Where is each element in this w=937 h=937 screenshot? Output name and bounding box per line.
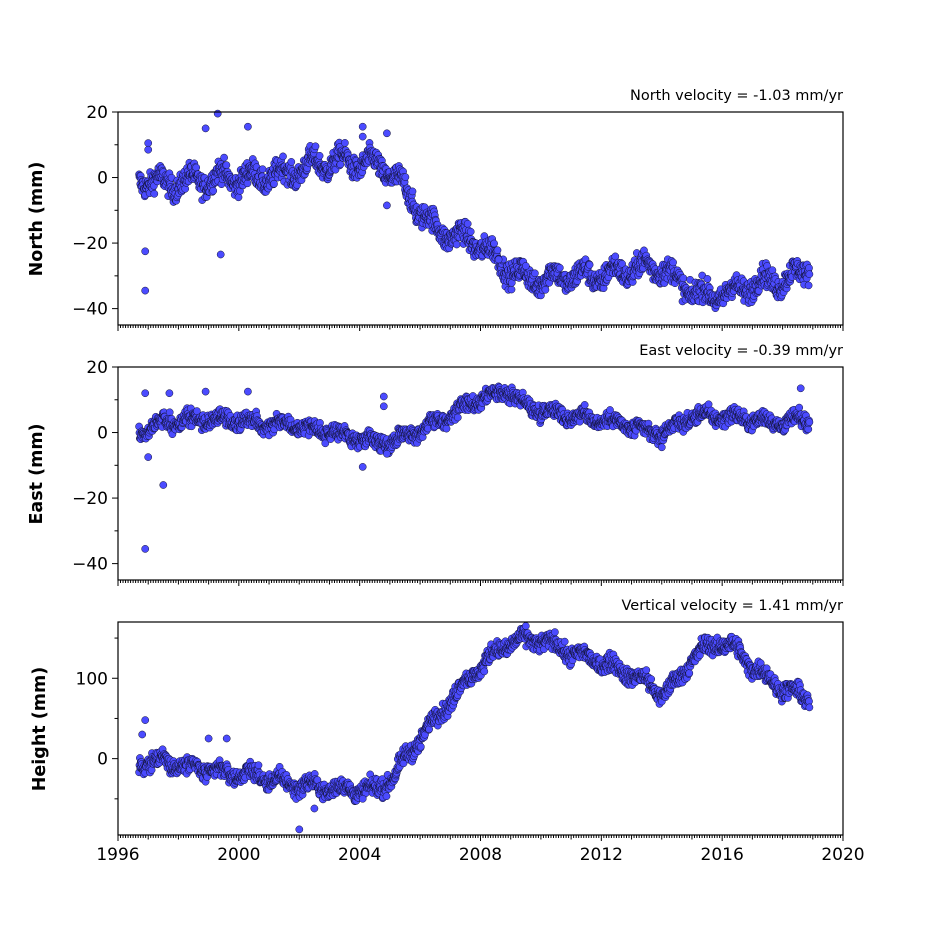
east-point-1779 bbox=[159, 481, 168, 489]
north-point-1414 bbox=[669, 258, 677, 267]
north-point-151 bbox=[192, 163, 201, 172]
north-point-1786 bbox=[383, 129, 391, 138]
east-point-1785 bbox=[379, 402, 388, 411]
north-point-1505 bbox=[703, 275, 712, 283]
panel-east: 20 0 −20 −40 East velocity = -0.39 mm/yr Ea… bbox=[27, 343, 844, 586]
north-point-1193 bbox=[585, 260, 594, 269]
north-point-1782 bbox=[216, 250, 225, 259]
north-velocity-title: North velocity = -1.03 mm/yr bbox=[630, 88, 843, 104]
north-point-878 bbox=[466, 227, 475, 236]
height-point-746 bbox=[416, 742, 425, 751]
east-point-1784 bbox=[379, 392, 388, 401]
north-point-986 bbox=[507, 285, 516, 294]
north-point-1076 bbox=[541, 285, 550, 294]
north-point-940 bbox=[490, 239, 498, 248]
east-point-844 bbox=[453, 413, 462, 422]
east-point-1778 bbox=[144, 453, 153, 461]
north-y-tick-label: −40 bbox=[72, 300, 108, 320]
north-point-225 bbox=[220, 153, 228, 162]
height-point-655 bbox=[382, 792, 391, 801]
north-point-478 bbox=[315, 151, 324, 160]
north-point-231 bbox=[222, 161, 231, 169]
height-point-316 bbox=[254, 761, 263, 770]
east-y-axis-label: East (mm) bbox=[27, 423, 47, 524]
north-point-1048 bbox=[531, 269, 539, 278]
east-point-1783 bbox=[358, 463, 367, 471]
north-point-1775 bbox=[805, 270, 814, 279]
north-point-403 bbox=[287, 158, 296, 166]
panel-north: 20 0 −20 −40 North velocity = -1.03 mm/yr N… bbox=[27, 88, 844, 331]
east-point-1782 bbox=[244, 387, 252, 396]
north-point-1777 bbox=[141, 247, 150, 256]
north-point-1773 bbox=[804, 281, 813, 290]
east-y-tick-label: −40 bbox=[72, 555, 108, 575]
east-velocity-title: East velocity = -0.39 mm/yr bbox=[639, 343, 843, 359]
north-point-1778 bbox=[144, 139, 153, 147]
north-point-357 bbox=[270, 179, 278, 188]
east-point-81 bbox=[165, 408, 174, 417]
north-y-axis-label: North (mm) bbox=[27, 162, 47, 277]
north-point-467 bbox=[311, 142, 320, 151]
north-point-1783 bbox=[244, 122, 252, 131]
east-point-1748 bbox=[795, 403, 804, 412]
height-points-layer bbox=[135, 622, 814, 834]
north-points-layer bbox=[135, 109, 814, 313]
north-point-1114 bbox=[555, 263, 564, 272]
north-point-1779 bbox=[144, 145, 153, 154]
east-y-tick-label: 20 bbox=[86, 358, 108, 378]
north-y-tick-label: 20 bbox=[86, 103, 108, 123]
north-point-1781 bbox=[213, 109, 222, 118]
north-point-533 bbox=[336, 160, 345, 169]
east-point-814 bbox=[442, 424, 451, 433]
north-point-263 bbox=[234, 193, 243, 202]
north-point-381 bbox=[279, 152, 287, 161]
north-point-327 bbox=[258, 165, 267, 174]
north-point-1787 bbox=[383, 201, 391, 210]
north-point-949 bbox=[493, 246, 502, 255]
north-y-tick-label: −20 bbox=[72, 234, 108, 254]
east-point-1781 bbox=[201, 387, 210, 396]
east-y-tick-label: 0 bbox=[97, 424, 108, 444]
north-point-1784 bbox=[358, 122, 367, 131]
north-point-841 bbox=[452, 240, 461, 249]
east-point-1777 bbox=[141, 389, 150, 398]
east-ticks-layer: 20 0 −20 −40 bbox=[72, 358, 844, 586]
east-points-layer bbox=[135, 382, 814, 553]
north-point-1789 bbox=[521, 262, 530, 270]
north-point-870 bbox=[463, 219, 472, 228]
east-point-1787 bbox=[796, 384, 805, 393]
east-point-1780 bbox=[165, 389, 174, 398]
east-y-tick-label: −20 bbox=[72, 489, 108, 509]
north-point-1788 bbox=[494, 255, 503, 264]
north-point-287 bbox=[243, 179, 252, 188]
east-point-1786 bbox=[383, 449, 391, 458]
north-point-1785 bbox=[358, 132, 367, 141]
east-point-1180 bbox=[580, 401, 589, 409]
north-point-705 bbox=[401, 173, 410, 181]
east-point-1788 bbox=[657, 443, 666, 452]
north-point-1780 bbox=[201, 124, 210, 133]
east-point-1775 bbox=[805, 418, 814, 426]
north-point-1776 bbox=[141, 286, 150, 295]
north-point-545 bbox=[341, 139, 349, 147]
north-point-40 bbox=[150, 189, 159, 198]
east-point-1776 bbox=[141, 545, 150, 553]
north-y-tick-label: 0 bbox=[97, 169, 108, 189]
north-point-196 bbox=[209, 186, 218, 195]
north-point-1441 bbox=[679, 274, 688, 283]
north-point-724 bbox=[408, 187, 417, 196]
